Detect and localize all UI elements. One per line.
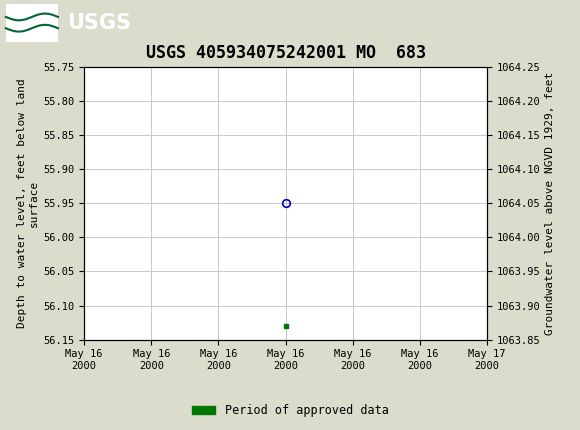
Y-axis label: Groundwater level above NGVD 1929, feet: Groundwater level above NGVD 1929, feet [545,71,555,335]
FancyBboxPatch shape [6,3,58,42]
Legend: Period of approved data: Period of approved data [187,399,393,422]
Text: USGS: USGS [67,12,130,33]
Y-axis label: Depth to water level, feet below land
surface: Depth to water level, feet below land su… [17,78,39,328]
Title: USGS 405934075242001 MO  683: USGS 405934075242001 MO 683 [146,44,426,62]
